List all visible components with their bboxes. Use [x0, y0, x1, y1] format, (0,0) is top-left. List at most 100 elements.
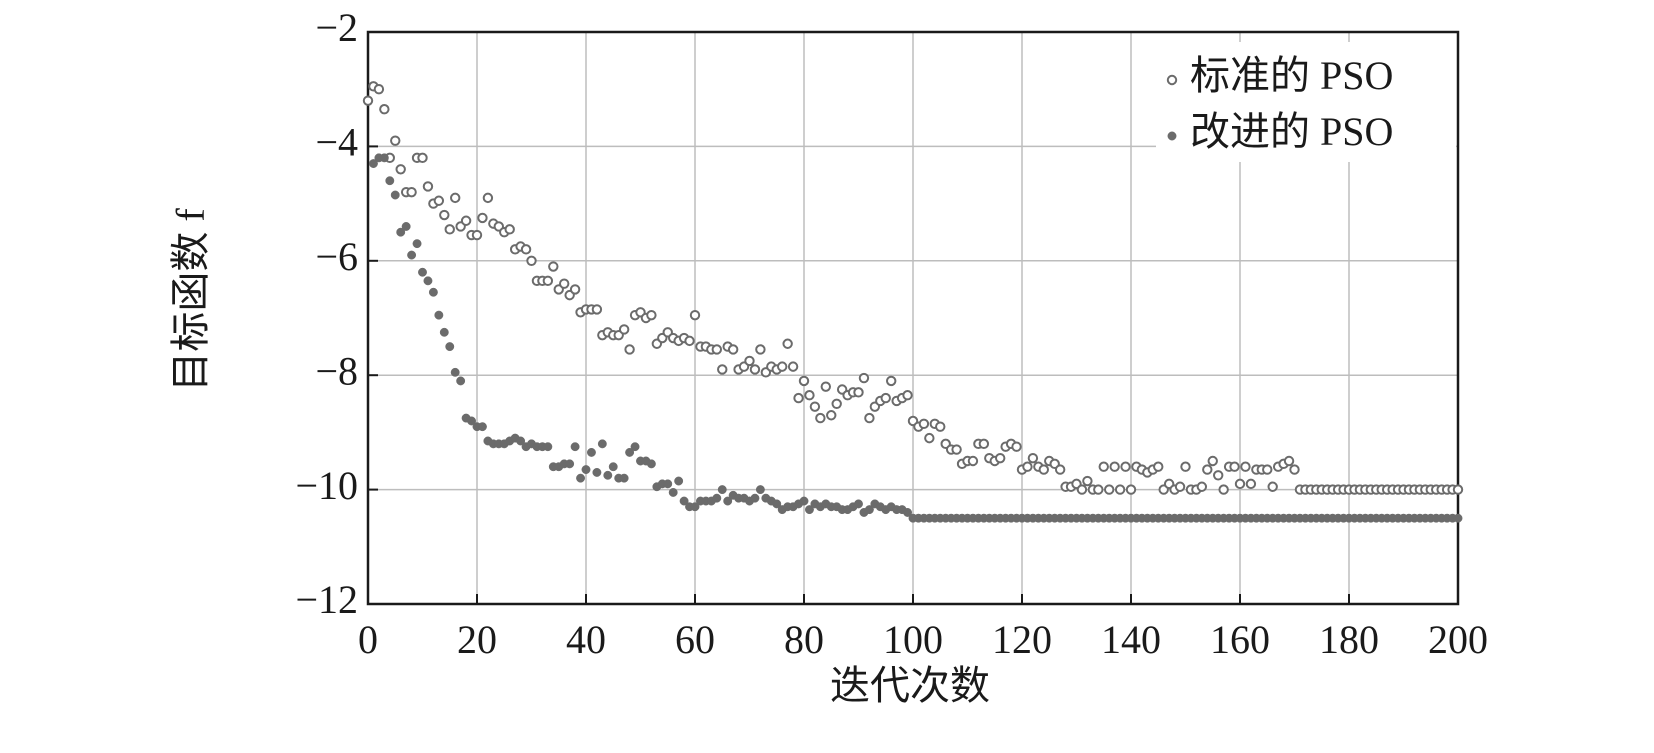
point	[646, 459, 656, 469]
x-tick-label: 0	[358, 617, 378, 662]
point	[471, 229, 483, 241]
point	[570, 442, 580, 452]
point	[450, 192, 461, 204]
y-tick-label: −12	[295, 577, 358, 622]
legend-box	[1156, 42, 1456, 162]
point	[793, 392, 804, 404]
point	[1120, 461, 1131, 472]
point	[750, 493, 760, 503]
point	[744, 355, 755, 367]
y-axis-label: 目标函数 f	[168, 208, 213, 392]
x-tick-label: 180	[1319, 617, 1379, 662]
point	[772, 499, 782, 509]
point	[820, 381, 831, 392]
y-tick-label: −4	[315, 120, 358, 165]
point	[1153, 461, 1164, 472]
point	[826, 410, 837, 421]
y-tick-label: −8	[315, 348, 358, 393]
point	[445, 342, 455, 352]
point	[482, 192, 494, 204]
y-tick-label: −10	[295, 463, 358, 508]
point	[1213, 470, 1224, 481]
point	[619, 473, 629, 483]
point	[1114, 484, 1126, 495]
point	[373, 84, 385, 95]
plot-frame	[366, 30, 1460, 606]
point	[679, 496, 689, 506]
point	[1125, 484, 1137, 495]
point	[591, 304, 603, 315]
point	[924, 432, 935, 444]
x-axis-label: 迭代次数	[830, 663, 990, 708]
point	[755, 344, 766, 355]
y-tick-label: −2	[315, 5, 358, 50]
point	[1104, 484, 1115, 495]
x-tick-label: 100	[883, 617, 943, 662]
point	[1180, 461, 1191, 472]
point	[1207, 455, 1218, 467]
point	[450, 367, 460, 377]
point	[805, 505, 814, 515]
point	[385, 176, 395, 186]
point	[467, 416, 476, 426]
point	[587, 447, 596, 457]
point	[995, 452, 1006, 464]
point	[618, 324, 630, 335]
point	[717, 364, 728, 375]
point	[858, 372, 870, 384]
point	[390, 135, 401, 146]
point	[369, 159, 378, 169]
point	[362, 95, 374, 106]
x-tick-label: 60	[675, 617, 715, 662]
point	[597, 439, 607, 449]
point	[444, 224, 455, 235]
point	[1022, 461, 1033, 472]
x-tick-label: 40	[566, 617, 606, 662]
point	[625, 447, 635, 457]
point	[379, 104, 390, 115]
point	[668, 488, 678, 497]
point	[581, 465, 591, 475]
point	[903, 508, 912, 517]
point	[853, 387, 864, 398]
point	[542, 275, 554, 287]
point	[1289, 464, 1300, 475]
point	[477, 212, 488, 224]
point	[663, 479, 673, 489]
point	[1011, 441, 1022, 452]
point	[603, 470, 613, 480]
point	[406, 186, 417, 198]
point	[1202, 464, 1213, 475]
point	[978, 438, 990, 450]
point	[1076, 484, 1088, 495]
point	[864, 412, 875, 424]
point	[576, 473, 585, 483]
point	[1093, 484, 1104, 495]
point	[390, 190, 400, 200]
point	[1196, 481, 1208, 492]
point	[422, 181, 434, 192]
x-tick-label: 140	[1101, 617, 1161, 662]
point	[1234, 478, 1246, 490]
x-tick-label: 80	[784, 617, 824, 662]
point	[428, 287, 438, 297]
point	[1229, 461, 1240, 472]
point	[689, 309, 701, 321]
x-tick-label: 200	[1428, 617, 1488, 662]
point	[516, 436, 526, 446]
point	[1245, 478, 1257, 490]
point	[434, 310, 444, 320]
point	[809, 401, 821, 412]
point	[624, 344, 635, 355]
point	[804, 390, 815, 401]
point	[1452, 484, 1464, 495]
x-tick-label: 20	[457, 617, 497, 662]
point	[412, 239, 422, 249]
point	[456, 376, 466, 386]
point	[543, 442, 553, 452]
legend-label: 标准的 PSO	[1190, 53, 1393, 98]
point	[1054, 464, 1066, 475]
point	[967, 455, 979, 467]
point	[717, 485, 727, 495]
point	[854, 499, 863, 509]
